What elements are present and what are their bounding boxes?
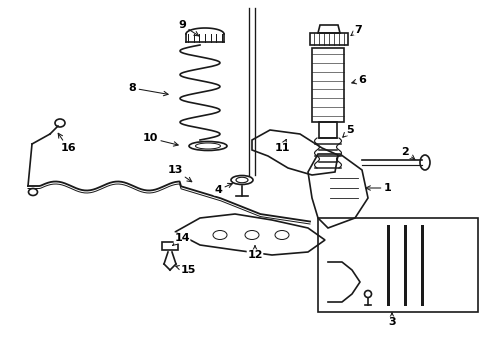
Text: 15: 15 [176,265,196,275]
Text: 14: 14 [172,233,190,246]
Text: 1: 1 [366,183,392,193]
Text: 8: 8 [128,83,168,96]
Text: 5: 5 [343,125,354,137]
Text: 10: 10 [142,133,178,146]
Text: 12: 12 [247,246,263,260]
Text: 4: 4 [214,183,232,195]
Text: 7: 7 [351,25,362,36]
Text: 11: 11 [274,139,290,153]
Text: 13: 13 [167,165,192,182]
Text: 2: 2 [401,147,415,159]
Text: 16: 16 [58,133,76,153]
Text: 6: 6 [352,75,366,85]
Text: 3: 3 [388,313,396,327]
Bar [318,218,478,312]
Text: 9: 9 [178,20,199,36]
